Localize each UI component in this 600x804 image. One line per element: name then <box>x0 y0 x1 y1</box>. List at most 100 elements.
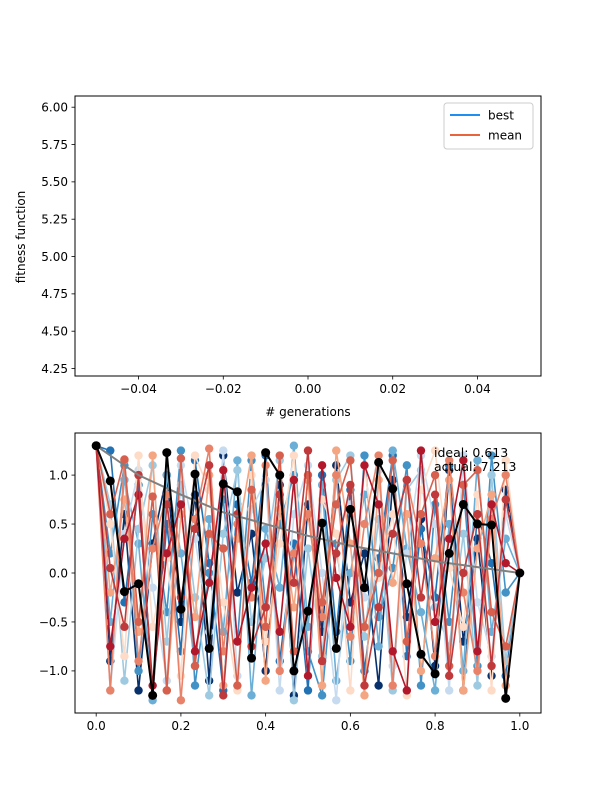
top-x-tick-label: −0.02 <box>205 382 242 396</box>
bottom-x-tick-label: 0.6 <box>341 719 360 733</box>
best-route-point <box>275 470 285 480</box>
population-route-point <box>501 559 510 568</box>
population-route-point <box>134 656 143 666</box>
population-route-point <box>134 451 143 460</box>
best-route-point <box>430 669 440 679</box>
best-route-point <box>190 469 200 479</box>
population-route-point <box>233 456 242 465</box>
population-route-point <box>219 544 228 553</box>
population-route-point <box>360 632 369 641</box>
fitness-plot-y-ticks: 4.25 4.50 4.75 5.00 5.25 5.50 5.75 6.00 <box>41 101 75 376</box>
best-route-point <box>218 479 228 489</box>
population-route-point <box>120 622 129 632</box>
top-x-tick-label: 0.04 <box>464 382 491 396</box>
population-route-point <box>487 451 496 460</box>
best-route-point <box>458 499 468 509</box>
population-route-point <box>416 607 426 617</box>
population-route-point <box>416 681 426 690</box>
population-route-point <box>487 661 496 671</box>
population-route-point <box>289 441 299 450</box>
population-route-point <box>360 681 369 690</box>
best-route-point <box>359 583 369 593</box>
population-route-point <box>459 480 468 490</box>
bottom-x-tick-label: 0.8 <box>426 719 445 733</box>
population-route-point <box>275 686 284 695</box>
population-route-point <box>176 671 186 680</box>
population-route-point <box>134 617 143 627</box>
population-route-point <box>487 686 496 695</box>
route-plot-x-ticks: 0.0 0.2 0.4 0.6 0.8 1.0 <box>87 713 529 733</box>
population-route-point <box>204 529 214 539</box>
population-route-point <box>388 681 397 690</box>
population-route-point <box>388 661 397 671</box>
population-route-point <box>176 500 186 509</box>
population-route-point <box>204 568 214 578</box>
population-route-point <box>374 500 383 509</box>
population-route-point <box>120 475 129 485</box>
population-route-point <box>204 461 214 470</box>
bottom-x-tick-label: 0.2 <box>171 719 190 733</box>
population-route-point <box>444 671 454 680</box>
bottom-x-tick-label: 1.0 <box>510 719 529 733</box>
population-route-point <box>388 578 397 587</box>
route-plot: 0.0 0.2 0.4 0.6 0.8 1.0 −1.0 −0.5 0.0 0.5 1.0 ide… <box>39 432 542 733</box>
population-route-point <box>204 578 214 587</box>
best-route-point <box>487 520 497 530</box>
population-route-point <box>134 490 143 499</box>
population-route-point <box>148 544 157 553</box>
population-route-point <box>332 470 341 480</box>
population-route-point <box>303 671 313 680</box>
best-route-point <box>317 518 327 528</box>
best-route-point <box>232 487 242 497</box>
population-route-point <box>247 485 256 494</box>
population-route-point <box>106 563 115 573</box>
fitness-plot-y-label: fitness function <box>14 191 28 284</box>
population-route-point <box>430 617 440 627</box>
population-route-point <box>416 446 426 455</box>
population-route-point <box>275 451 284 460</box>
population-route-point <box>374 642 383 651</box>
population-route-point <box>190 661 200 671</box>
population-route-point <box>289 696 299 705</box>
ideal-curve <box>95 444 520 574</box>
population-route-point <box>487 470 496 480</box>
population-route-point <box>473 666 482 676</box>
population-route-point <box>402 686 412 695</box>
top-y-tick-label: 5.00 <box>41 250 68 264</box>
population-route-point <box>360 519 369 529</box>
top-y-tick-label: 4.50 <box>41 325 68 339</box>
population-route-point <box>303 510 313 519</box>
best-route-point <box>444 548 454 558</box>
best-route-point <box>105 476 115 486</box>
population-route-point <box>459 686 468 695</box>
population-route-point <box>176 696 186 705</box>
population-route-point <box>388 456 397 465</box>
best-route-point <box>261 448 271 458</box>
best-route-point <box>388 484 398 494</box>
population-route-point <box>332 573 341 583</box>
population-route-point <box>204 444 214 453</box>
population-route-point <box>219 598 228 607</box>
population-route-point <box>360 451 369 460</box>
population-route-point <box>106 686 115 695</box>
population-route-point <box>501 470 510 480</box>
population-route-point <box>459 529 468 539</box>
population-route-point <box>233 681 242 690</box>
population-route-point <box>289 475 299 485</box>
population-route-point <box>106 510 115 519</box>
top-y-tick-label: 5.75 <box>41 138 68 152</box>
population-route-point <box>317 568 327 578</box>
population-route-point <box>303 446 313 455</box>
population-route-point <box>388 529 397 539</box>
population-route-point <box>261 539 270 548</box>
population-route-point <box>204 627 214 636</box>
population-route-point <box>219 691 228 700</box>
population-route-point <box>346 622 355 632</box>
population-route-point <box>261 622 270 632</box>
population-route-point <box>289 549 299 558</box>
population-route-point <box>120 652 129 661</box>
legend-label-mean: mean <box>488 129 522 143</box>
population-route-point <box>430 686 440 695</box>
population-route-point <box>106 446 115 455</box>
population-route-point <box>303 622 313 632</box>
